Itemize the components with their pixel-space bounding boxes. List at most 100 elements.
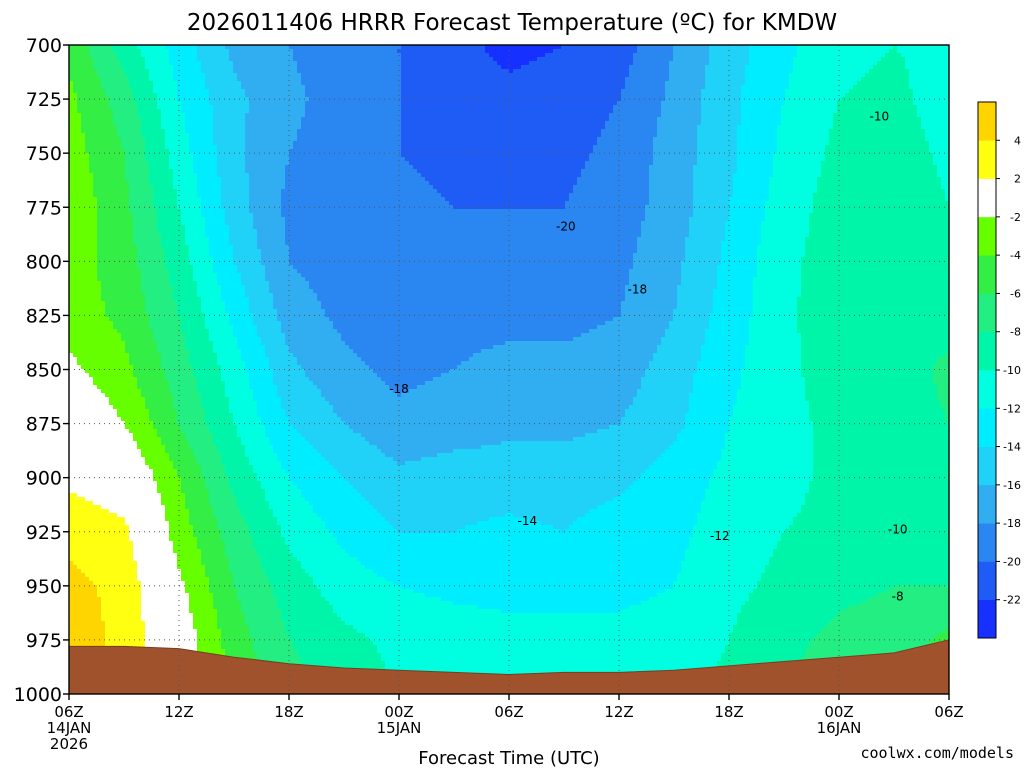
temperature-cell (781, 69, 786, 74)
temperature-cell (125, 85, 130, 90)
temperature-cell (245, 101, 250, 106)
temperature-cell (213, 65, 218, 70)
temperature-cell (165, 77, 170, 82)
temperature-cell (253, 129, 258, 134)
temperature-cell (293, 49, 298, 54)
temperature-cell (217, 77, 222, 82)
temperature-cell (653, 105, 658, 110)
temperature-cell (933, 81, 938, 86)
temperature-cell (141, 113, 146, 118)
temperature-cell (613, 117, 618, 122)
temperature-cell (225, 65, 230, 70)
temperature-cell (533, 45, 538, 50)
temperature-cell (897, 57, 902, 62)
temperature-cell (173, 73, 178, 78)
temperature-cell (853, 93, 858, 98)
temperature-cell (433, 61, 438, 66)
temperature-cell (161, 89, 166, 94)
temperature-cell (409, 57, 414, 62)
temperature-cell (389, 49, 394, 54)
temperature-cell (373, 117, 378, 122)
temperature-cell (221, 113, 226, 118)
temperature-cell (637, 53, 642, 58)
temperature-cell (701, 113, 706, 118)
temperature-cell (885, 85, 890, 90)
temperature-cell (361, 117, 366, 122)
temperature-cell (165, 125, 170, 130)
temperature-cell (73, 133, 78, 138)
temperature-cell (381, 81, 386, 86)
temperature-cell (209, 117, 214, 122)
temperature-cell (733, 81, 738, 86)
temperature-cell (613, 121, 618, 126)
temperature-cell (437, 93, 442, 98)
temperature-cell (573, 69, 578, 74)
temperature-cell (609, 69, 614, 74)
temperature-cell (897, 125, 902, 130)
temperature-cell (749, 97, 754, 102)
temperature-cell (917, 101, 922, 106)
temperature-cell (321, 77, 326, 82)
temperature-cell (845, 57, 850, 62)
temperature-cell (869, 89, 874, 94)
temperature-cell (637, 85, 642, 90)
temperature-cell (681, 57, 686, 62)
temperature-cell (433, 53, 438, 58)
temperature-cell (133, 53, 138, 58)
temperature-cell (81, 93, 86, 98)
temperature-cell (509, 129, 514, 134)
temperature-cell (329, 93, 334, 98)
temperature-cell (189, 113, 194, 118)
temperature-cell (265, 85, 270, 90)
temperature-cell (381, 57, 386, 62)
temperature-cell (269, 133, 274, 138)
temperature-cell (673, 85, 678, 90)
temperature-cell (849, 73, 854, 78)
temperature-cell (121, 89, 126, 94)
temperature-cell (557, 85, 562, 90)
temperature-cell (701, 129, 706, 134)
temperature-cell (797, 57, 802, 62)
temperature-cell (525, 93, 530, 98)
temperature-cell (945, 69, 949, 74)
temperature-cell (529, 93, 534, 98)
temperature-cell (561, 69, 566, 74)
temperature-cell (409, 89, 414, 94)
temperature-cell (621, 121, 626, 126)
temperature-cell (569, 109, 574, 114)
temperature-cell (145, 81, 150, 86)
temperature-cell (169, 89, 174, 94)
temperature-cell (813, 89, 818, 94)
temperature-cell (581, 89, 586, 94)
temperature-cell (233, 109, 238, 114)
temperature-cell (185, 93, 190, 98)
temperature-cell (713, 117, 718, 122)
temperature-cell (313, 117, 318, 122)
temperature-cell (637, 113, 642, 118)
temperature-cell (601, 93, 606, 98)
temperature-cell (417, 113, 422, 118)
temperature-cell (761, 101, 766, 106)
temperature-cell (205, 101, 210, 106)
temperature-cell (921, 113, 926, 118)
temperature-cell (773, 101, 778, 106)
temperature-cell (193, 45, 198, 50)
temperature-cell (181, 45, 186, 50)
temperature-cell (357, 133, 362, 138)
temperature-cell (429, 85, 434, 90)
temperature-cell (913, 125, 918, 130)
temperature-cell (861, 129, 866, 134)
temperature-cell (445, 93, 450, 98)
temperature-cell (853, 53, 858, 58)
temperature-cell (113, 45, 118, 50)
temperature-cell (813, 109, 818, 114)
temperature-cell (701, 73, 706, 78)
temperature-cell (577, 81, 582, 86)
temperature-cell (237, 49, 242, 54)
temperature-cell (217, 117, 222, 122)
temperature-cell (833, 93, 838, 98)
temperature-cell (589, 101, 594, 106)
temperature-cell (389, 121, 394, 126)
temperature-cell (721, 125, 726, 130)
temperature-cell (85, 109, 90, 114)
